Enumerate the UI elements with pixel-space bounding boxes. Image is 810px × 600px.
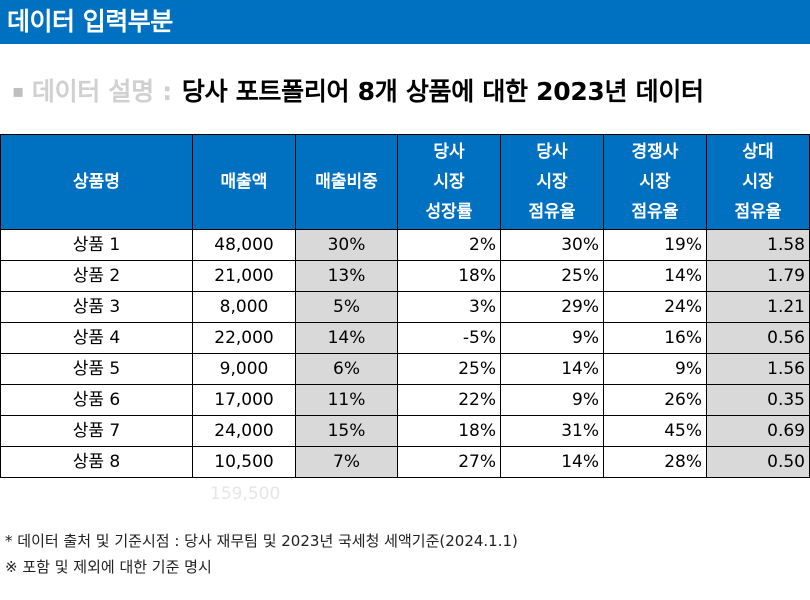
table-row: 상품 4 22,000 14% -5% 9% 16% 0.56 bbox=[0, 322, 810, 354]
table-row: 상품 1 48,000 30% 2% 30% 19% 1.58 bbox=[0, 229, 810, 261]
table-cell: 45% bbox=[603, 415, 707, 447]
table-cell: 상품 2 bbox=[0, 260, 193, 292]
header-cell: 상대 시장 점유율 bbox=[706, 134, 810, 230]
table-cell: 14% bbox=[295, 322, 398, 354]
table-cell: 3% bbox=[397, 291, 501, 323]
header-cell: 당사 시장 점유율 bbox=[500, 134, 604, 230]
table-cell: 상품 5 bbox=[0, 353, 193, 385]
header-cell: 경쟁사 시장 점유율 bbox=[603, 134, 707, 230]
table-cell: 상품 4 bbox=[0, 322, 193, 354]
table-header-row: 상품명 매출액 매출비중 당사 시장 성장률 당사 시장 점유율 경쟁사 시장 점유율 상대… bbox=[0, 134, 810, 230]
table-cell: 상품 6 bbox=[0, 384, 193, 416]
table-cell: 7% bbox=[295, 446, 398, 478]
table-cell: 9% bbox=[500, 384, 604, 416]
table-cell: 22,000 bbox=[192, 322, 296, 354]
table-cell: 13% bbox=[295, 260, 398, 292]
description-value: 당사 포트폴리어 8개 상품에 대한 2023년 데이터 bbox=[181, 77, 704, 106]
table-cell: 19% bbox=[603, 229, 707, 261]
table-cell: 18% bbox=[397, 260, 501, 292]
table-row: 상품 3 8,000 5% 3% 29% 24% 1.21 bbox=[0, 291, 810, 323]
table-cell: 상품 1 bbox=[0, 229, 193, 261]
table-cell: 8,000 bbox=[192, 291, 296, 323]
table-cell: 22% bbox=[397, 384, 501, 416]
page-title: 데이터 입력부분 bbox=[7, 7, 173, 36]
total-sales: 159,500 bbox=[210, 484, 281, 504]
table-row: 상품 2 21,000 13% 18% 25% 14% 1.79 bbox=[0, 260, 810, 292]
table-cell: 2% bbox=[397, 229, 501, 261]
table-cell: 0.69 bbox=[706, 415, 810, 447]
table-cell: 16% bbox=[603, 322, 707, 354]
table-cell: 1.21 bbox=[706, 291, 810, 323]
table-cell: 14% bbox=[500, 353, 604, 385]
table-cell: 30% bbox=[500, 229, 604, 261]
table-cell: 9,000 bbox=[192, 353, 296, 385]
table-cell: 상품 7 bbox=[0, 415, 193, 447]
header-cell: 상품명 bbox=[0, 134, 193, 230]
header-cell: 매출액 bbox=[192, 134, 296, 230]
data-table: 상품명 매출액 매출비중 당사 시장 성장률 당사 시장 점유율 경쟁사 시장 점유율 상대… bbox=[0, 134, 810, 478]
table-cell: 1.79 bbox=[706, 260, 810, 292]
table-cell: 26% bbox=[603, 384, 707, 416]
source-note: * 데이터 출처 및 기준시점 : 당사 재무팀 및 2023년 국세청 세액기… bbox=[5, 532, 518, 550]
table-cell: 28% bbox=[603, 446, 707, 478]
table-cell: 27% bbox=[397, 446, 501, 478]
table-cell: 상품 3 bbox=[0, 291, 193, 323]
table-cell: 14% bbox=[500, 446, 604, 478]
bullet-icon: ▪ bbox=[12, 81, 24, 102]
table-cell: 30% bbox=[295, 229, 398, 261]
table-row: 상품 7 24,000 15% 18% 31% 45% 0.69 bbox=[0, 415, 810, 447]
table-cell: 11% bbox=[295, 384, 398, 416]
data-description: ▪ 데이터 설명 : 당사 포트폴리어 8개 상품에 대한 2023년 데이터 bbox=[12, 72, 704, 112]
table-cell: 31% bbox=[500, 415, 604, 447]
table-cell: 15% bbox=[295, 415, 398, 447]
table-cell: 6% bbox=[295, 353, 398, 385]
table-cell: 9% bbox=[500, 322, 604, 354]
table-cell: 1.58 bbox=[706, 229, 810, 261]
table-cell: 14% bbox=[603, 260, 707, 292]
table-cell: 25% bbox=[500, 260, 604, 292]
table-cell: 0.56 bbox=[706, 322, 810, 354]
table-row: 상품 5 9,000 6% 25% 14% 9% 1.56 bbox=[0, 353, 810, 385]
header-cell: 당사 시장 성장률 bbox=[397, 134, 501, 230]
table-cell: 21,000 bbox=[192, 260, 296, 292]
table-cell: 48,000 bbox=[192, 229, 296, 261]
table-cell: -5% bbox=[397, 322, 501, 354]
table-cell: 29% bbox=[500, 291, 604, 323]
table-row: 상품 8 10,500 7% 27% 14% 28% 0.50 bbox=[0, 446, 810, 478]
header-cell: 매출비중 bbox=[295, 134, 398, 230]
table-cell: 10,500 bbox=[192, 446, 296, 478]
table-cell: 24% bbox=[603, 291, 707, 323]
table-cell: 18% bbox=[397, 415, 501, 447]
description-label: 데이터 설명 : bbox=[31, 77, 172, 106]
header-bar: 데이터 입력부분 bbox=[0, 0, 810, 44]
table-cell: 9% bbox=[603, 353, 707, 385]
table-cell: 상품 8 bbox=[0, 446, 193, 478]
table-cell: 24,000 bbox=[192, 415, 296, 447]
table-cell: 5% bbox=[295, 291, 398, 323]
table-cell: 1.56 bbox=[706, 353, 810, 385]
table-cell: 17,000 bbox=[192, 384, 296, 416]
criteria-note: ※ 포함 및 제외에 대한 기준 명시 bbox=[5, 558, 212, 576]
notes: * 데이터 출처 및 기준시점 : 당사 재무팀 및 2023년 국세청 세액기… bbox=[5, 528, 518, 580]
table-cell: 0.50 bbox=[706, 446, 810, 478]
table-cell: 0.35 bbox=[706, 384, 810, 416]
table-row: 상품 6 17,000 11% 22% 9% 26% 0.35 bbox=[0, 384, 810, 416]
table-cell: 25% bbox=[397, 353, 501, 385]
